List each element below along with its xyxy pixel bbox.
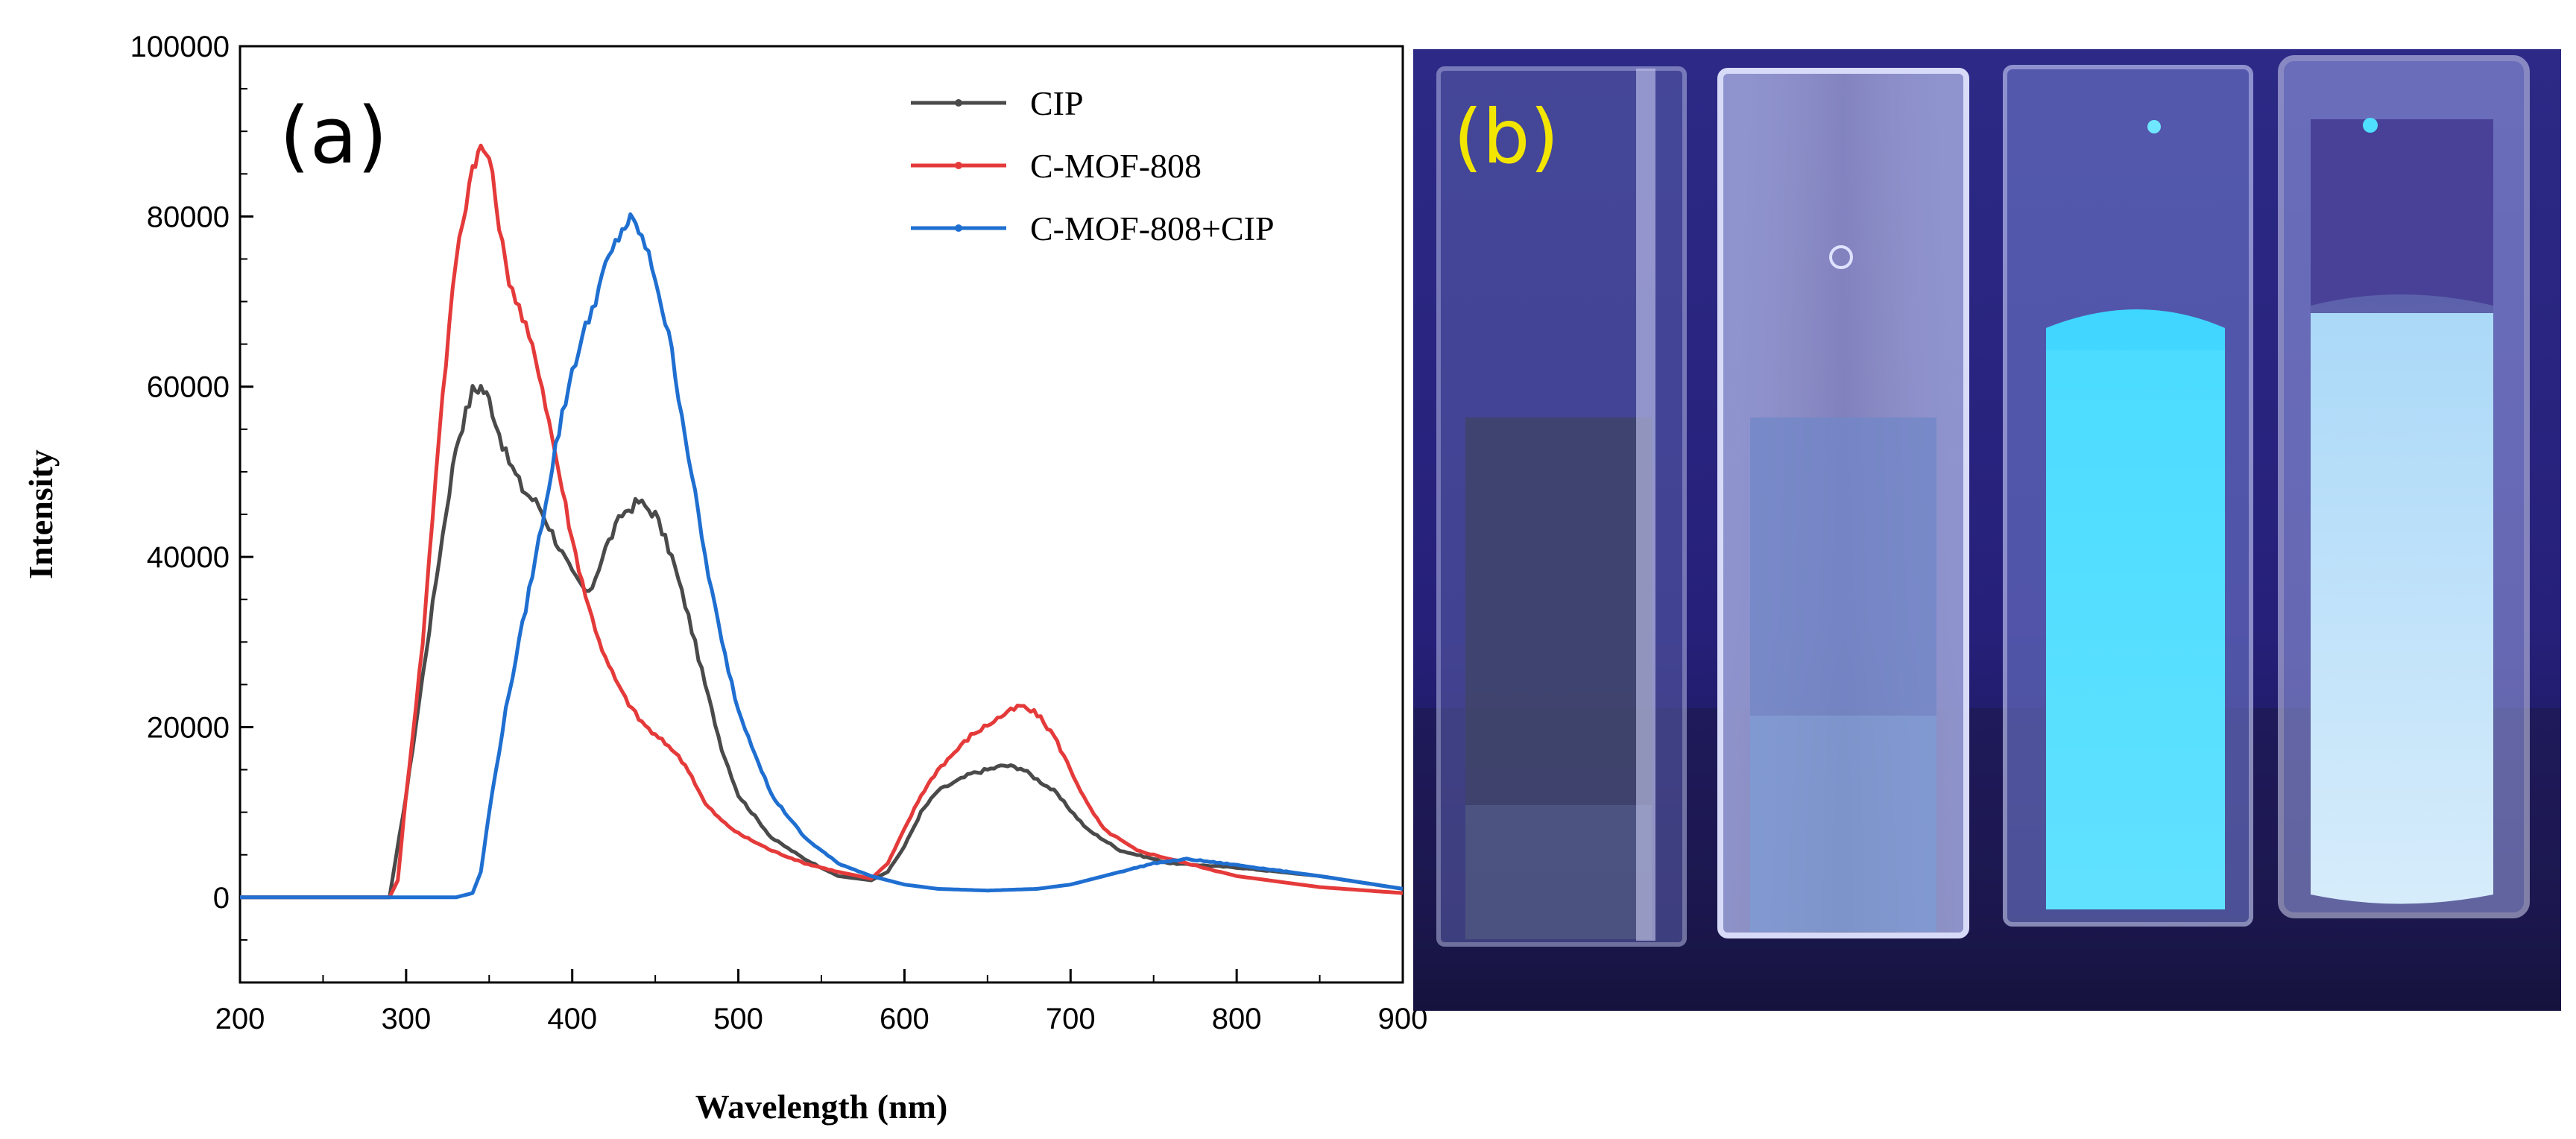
series-line-cip: [240, 384, 1403, 900]
legend-label-cip: CIP: [1030, 84, 1084, 122]
x-tick-label: 800: [1212, 1003, 1262, 1035]
legend-label-c-mof-808: C-MOF-808: [1030, 147, 1202, 185]
y-tick-label: 20000: [147, 711, 230, 744]
x-axis-title: Wavelength (nm): [695, 1088, 948, 1126]
y-tick-label: 100000: [130, 31, 230, 63]
series-line-c-mof-808-cip: [240, 212, 1403, 900]
x-tick-label: 500: [713, 1003, 763, 1035]
y-tick-label: 60000: [147, 371, 230, 404]
plot-frame: [239, 45, 1404, 984]
x-tick-label: 300: [381, 1003, 431, 1035]
x-tick-label: 200: [215, 1003, 265, 1035]
x-tick-label: 700: [1046, 1003, 1096, 1035]
spectrum-chart: 200 300 400 500 600 700 800 900 020000400006000…: [22, 31, 1427, 1126]
cuvette-2: [1717, 68, 1969, 938]
legend-marker-c-mof-808: [955, 162, 962, 169]
legend-item-c-mof-808-cip: C-MOF-808+CIP: [911, 209, 1275, 247]
panel-a-label: (a): [280, 90, 388, 181]
cuvette-1: [1436, 66, 1687, 947]
series-layer: [240, 143, 1403, 900]
cuvette-4: [2278, 55, 2530, 918]
legend-label-c-mof-808-cip: C-MOF-808+CIP: [1030, 209, 1275, 247]
legend-item-cip: CIP: [911, 84, 1084, 122]
y-tick-label: 40000: [147, 541, 230, 574]
cuvette-3: [2003, 65, 2253, 927]
y-axis-ticks: 0 20000 40000 60000 80000 100000: [130, 31, 253, 941]
x-tick-label: 400: [547, 1003, 597, 1035]
legend-marker-c-mof-808-cip: [955, 224, 962, 232]
x-axis-ticks: 200 300 400 500 600 700 800 900: [215, 969, 1427, 1035]
y-tick-label: 80000: [147, 201, 230, 233]
cuvette-photo: (b): [1413, 49, 2561, 1011]
legend-item-c-mof-808: C-MOF-808: [911, 147, 1202, 185]
series-line-c-mof-808: [240, 143, 1403, 900]
legend-marker-cip: [955, 99, 962, 107]
y-axis-title: Intensity: [22, 449, 60, 579]
y-tick-label: 0: [213, 882, 230, 915]
panel-b-label: (b): [1453, 93, 1559, 180]
legend: CIP C-MOF-808 C-MOF-808+CIP: [911, 84, 1275, 247]
x-tick-label: 600: [880, 1003, 929, 1035]
